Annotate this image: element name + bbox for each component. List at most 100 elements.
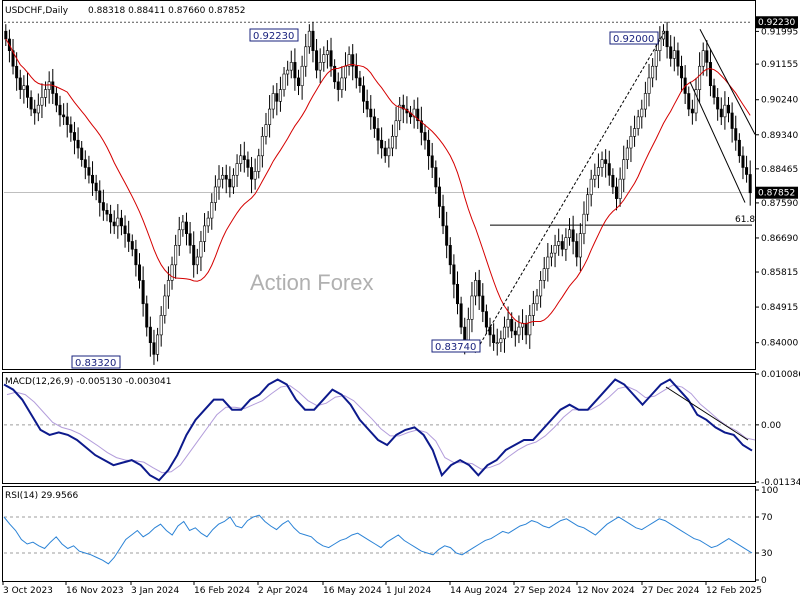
price-tag: 0.92230 xyxy=(758,18,795,28)
candle-body xyxy=(488,326,492,336)
candle-body xyxy=(217,178,221,188)
candle-body xyxy=(11,50,15,67)
candle-body xyxy=(166,280,170,297)
candle-body xyxy=(369,108,373,118)
macd-panel: MACD(12,26,9) -0.005130 -0.003041 0.0100… xyxy=(2,370,800,488)
candle-body xyxy=(459,303,463,328)
candle-body xyxy=(730,112,734,129)
candle-body xyxy=(65,116,69,125)
x-tick-label: 16 Feb 2024 xyxy=(194,586,250,596)
x-tick-label: 12 Feb 2025 xyxy=(706,586,762,596)
candle-body xyxy=(109,213,113,223)
rsi-tick-label: 0 xyxy=(761,576,767,586)
candle-body xyxy=(455,283,459,305)
candle-body xyxy=(278,89,282,102)
candle-body xyxy=(705,50,709,63)
candle-body xyxy=(268,108,272,125)
candle-body xyxy=(22,85,26,90)
x-tick-label: 1 Jul 2024 xyxy=(386,586,431,596)
candle-body xyxy=(571,229,575,242)
candle-body xyxy=(354,65,358,79)
fib-label: 61.8 xyxy=(735,215,755,225)
candle-body xyxy=(578,233,582,258)
candle-body xyxy=(322,54,326,63)
candle-body xyxy=(163,295,167,316)
rsi-tick-label: 100 xyxy=(761,486,778,496)
price-tick-label: 0.90240 xyxy=(761,96,798,106)
candle-body xyxy=(658,38,662,51)
price-y-axis: 0.91995 0.91155 0.90240 0.89340 0.88465 0.875… xyxy=(755,16,798,349)
candle-body xyxy=(83,159,87,168)
candle-body xyxy=(416,108,420,122)
price-tick-label: 0.91995 xyxy=(761,27,798,37)
x-tick-label: 2 Apr 2024 xyxy=(258,586,308,596)
candle-body xyxy=(611,174,615,188)
candle-body xyxy=(311,30,315,51)
candle-body xyxy=(228,178,232,188)
candle-body xyxy=(213,186,217,203)
candle-body xyxy=(643,93,647,110)
chart-title: USDCHF,Daily xyxy=(5,6,69,16)
candle-body xyxy=(257,155,261,172)
price-tag-box xyxy=(756,16,798,29)
candle-body xyxy=(716,97,720,110)
candle-body xyxy=(376,128,380,141)
candle-body xyxy=(15,65,19,79)
candle-body xyxy=(329,50,333,67)
candle-body xyxy=(134,248,138,266)
price-label-0.83320: 0.83320 xyxy=(75,358,116,369)
trendlines xyxy=(474,29,756,354)
candle-body xyxy=(448,245,452,266)
candle-body xyxy=(264,124,268,137)
candle-body xyxy=(351,54,355,67)
candle-body xyxy=(297,77,301,87)
candle-body xyxy=(235,163,239,176)
price-label-box xyxy=(609,31,659,45)
candle-body xyxy=(651,65,655,79)
rsi-tick-label: 70 xyxy=(761,513,773,523)
candle-body xyxy=(51,81,55,94)
candle-body xyxy=(307,30,311,48)
price-tick-label: 0.84915 xyxy=(761,303,798,313)
moving-average-line xyxy=(5,38,751,325)
candle-body xyxy=(647,77,651,94)
candle-body xyxy=(394,120,398,137)
candle-body xyxy=(524,322,528,336)
x-tick-label: 16 May 2024 xyxy=(323,586,382,596)
candle-body xyxy=(250,167,254,180)
x-tick-label: 12 Nov 2024 xyxy=(577,586,635,596)
x-tick-label: 3 Jan 2024 xyxy=(131,586,179,596)
candle-body xyxy=(427,139,431,157)
candle-body xyxy=(242,155,246,160)
candle-body xyxy=(466,319,470,343)
candle-body xyxy=(748,174,752,194)
candle-body xyxy=(719,108,723,118)
candle-body xyxy=(661,30,665,40)
candle-body xyxy=(286,69,290,75)
candle-body xyxy=(224,174,228,180)
candle-body xyxy=(25,85,29,98)
candle-body xyxy=(188,233,192,246)
candle-body xyxy=(380,139,384,149)
candle-body xyxy=(419,120,423,133)
candle-body xyxy=(199,241,203,258)
watermark: Action Forex xyxy=(250,270,374,295)
candle-body xyxy=(62,114,66,118)
candle-body xyxy=(54,93,58,106)
macd-signal-line xyxy=(6,384,756,474)
candle-body xyxy=(119,217,123,227)
candle-body xyxy=(271,93,275,110)
candle-body xyxy=(582,213,586,234)
price-label-box xyxy=(71,355,121,369)
candle-body xyxy=(282,73,286,90)
candle-body xyxy=(47,81,51,90)
candle-body xyxy=(604,159,608,164)
candle-body xyxy=(336,81,340,90)
candle-body xyxy=(347,54,351,67)
candle-body xyxy=(141,280,145,305)
candle-body xyxy=(741,155,745,168)
candle-body xyxy=(195,256,199,266)
candle-body xyxy=(481,295,485,312)
macd-label: MACD(12,26,9) -0.005130 -0.003041 xyxy=(5,377,171,387)
candle-body xyxy=(708,62,712,87)
